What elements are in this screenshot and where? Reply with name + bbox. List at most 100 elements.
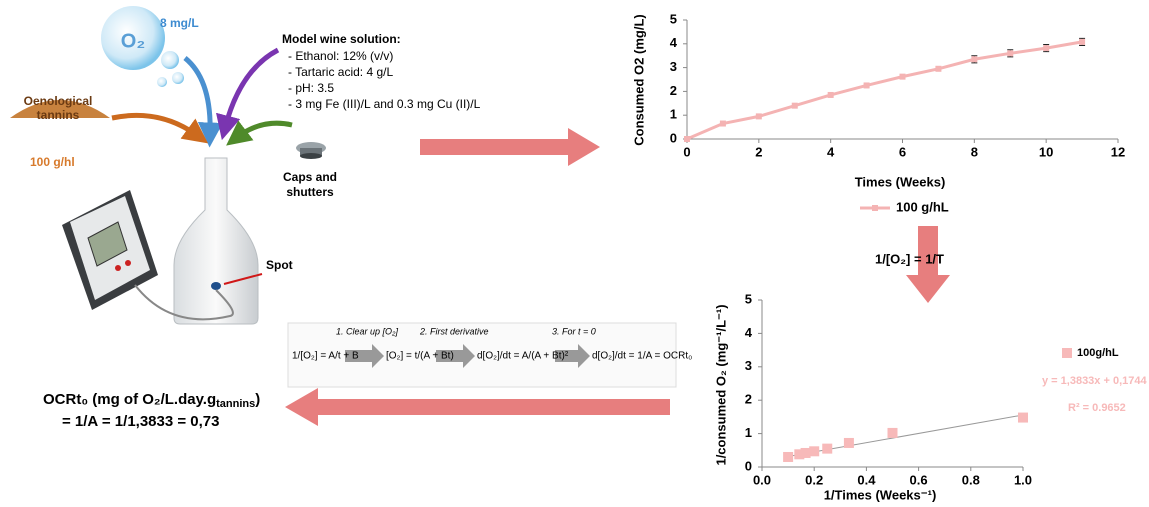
data-point	[755, 113, 762, 120]
formula: d[O₂]/dt = 1/A = OCRt₀	[592, 351, 692, 362]
y-tick-label: 5	[745, 291, 752, 306]
tannin-label: tannins	[37, 108, 80, 122]
data-point	[794, 449, 805, 460]
transform-label: 1/[O₂] = 1/T	[875, 251, 944, 266]
y-tick-label: 2	[745, 392, 752, 407]
tannin-dose: 100 g/hl	[30, 155, 75, 169]
data-point	[684, 136, 690, 142]
bottle	[173, 157, 259, 325]
caps-label: shutters	[286, 185, 334, 199]
y-tick-label: 4	[670, 35, 678, 50]
data-point	[1018, 412, 1028, 423]
x-axis-label: Times (Weeks)	[855, 174, 946, 189]
spot-label: Spot	[266, 258, 293, 272]
caps-arrow	[226, 120, 293, 146]
data-point	[1079, 38, 1086, 45]
x-tick-label: 4	[827, 144, 835, 159]
oxygen-meter	[62, 190, 234, 321]
data-point	[1043, 45, 1050, 52]
caps-label: Caps and	[283, 170, 337, 184]
data-point	[971, 56, 978, 63]
x-tick-label: 0.4	[857, 472, 876, 487]
y-tick-label: 1	[745, 425, 752, 440]
x-tick-label: 1.0	[1014, 472, 1032, 487]
y-tick-label: 5	[670, 11, 677, 26]
y-axis-label: 1/consumed O₂ (mg⁻¹/L⁻¹)	[713, 304, 728, 465]
data-point	[719, 120, 726, 127]
formula: d[O₂]/dt = A/(A + Bt)²	[477, 351, 569, 362]
data-point	[809, 446, 820, 457]
step-arrow	[555, 344, 590, 368]
x-tick-label: 12	[1111, 144, 1125, 159]
x-tick-label: 0	[683, 144, 690, 159]
legend-label: 100g/hL	[1077, 347, 1119, 359]
formula: [O₂] = t/(A + Bt)	[386, 351, 454, 362]
wine-item: - Ethanol: 12% (v/v)	[288, 49, 393, 63]
tannin-powder	[10, 100, 110, 118]
result-value: = 1/A = 1/1,3833 = 0,73	[62, 413, 220, 430]
y-axis-label: Consumed O2 (mg/L)	[631, 14, 646, 145]
y-tick-label: 4	[745, 325, 753, 340]
step-arrow	[436, 344, 475, 368]
y-tick-label: 0	[745, 458, 752, 473]
x-tick-label: 2	[755, 144, 762, 159]
flow-arrow	[906, 226, 950, 303]
oxygen-bubbles	[101, 6, 184, 87]
data-point	[827, 91, 834, 98]
y-tick-label: 0	[670, 130, 677, 145]
x-tick-label: 0.6	[910, 472, 928, 487]
formula: 1/[O₂] = A/t + B	[292, 351, 359, 362]
data-line	[686, 40, 1083, 141]
result-sub: tannins	[216, 398, 255, 410]
data-point	[822, 443, 833, 454]
data-point	[783, 451, 794, 462]
x-tick-label: 0.0	[753, 472, 771, 487]
data-point	[800, 447, 811, 458]
equation-step: 2. First derivative	[419, 326, 489, 336]
oxygen-arrow	[183, 56, 223, 148]
sensor-spot	[211, 282, 221, 290]
cap	[296, 142, 326, 159]
y-tick-label: 3	[745, 358, 752, 373]
tannin-label: Oenological	[24, 94, 93, 108]
spot-pointer	[223, 273, 263, 285]
equation-step: 1. Clear up [O₂]	[336, 326, 398, 336]
data-point	[843, 437, 854, 448]
wine-item: - pH: 3.5	[288, 81, 334, 95]
x-tick-label: 0.2	[805, 472, 823, 487]
oxygen-symbol: O₂	[121, 30, 145, 52]
wine-item: - Tartaric acid: 4 g/L	[288, 65, 393, 79]
y-tick-label: 2	[670, 83, 677, 98]
data-point	[1007, 50, 1014, 57]
result-main: OCRt₀ (mg of O₂/L.day.g	[43, 391, 216, 408]
x-tick-label: 0.8	[962, 472, 980, 487]
wine-title: Model wine solution:	[282, 32, 401, 46]
flow-arrow	[420, 128, 600, 166]
flow-arrow	[285, 388, 670, 426]
result-line: OCRt₀ (mg of O₂/L.day.gtannins)	[43, 391, 260, 410]
legend-marker	[872, 205, 878, 211]
x-tick-label: 10	[1039, 144, 1053, 159]
wine-arrow	[216, 47, 280, 141]
equation-step: 3. For t = 0	[552, 326, 596, 336]
data-point	[791, 102, 798, 109]
tannin-arrow	[111, 112, 209, 144]
wine-item: - 3 mg Fe (III)/L and 0.3 mg Cu (II)/L	[288, 97, 481, 111]
x-tick-label: 8	[971, 144, 978, 159]
data-point	[887, 427, 898, 438]
step-arrow	[345, 344, 384, 368]
trendline-equation: y = 1,3833x + 0,1744	[1042, 375, 1147, 387]
trendline-r2: R² = 0.9652	[1068, 402, 1126, 414]
y-tick-label: 1	[670, 107, 677, 122]
legend-marker	[1062, 348, 1072, 358]
oxygen-concentration: 8 mg/L	[160, 16, 199, 30]
y-tick-label: 3	[670, 59, 677, 74]
data-point	[863, 82, 870, 89]
data-point	[935, 65, 942, 72]
legend-label: 100 g/hL	[896, 199, 949, 214]
x-tick-label: 6	[899, 144, 906, 159]
result-end: )	[255, 391, 260, 408]
